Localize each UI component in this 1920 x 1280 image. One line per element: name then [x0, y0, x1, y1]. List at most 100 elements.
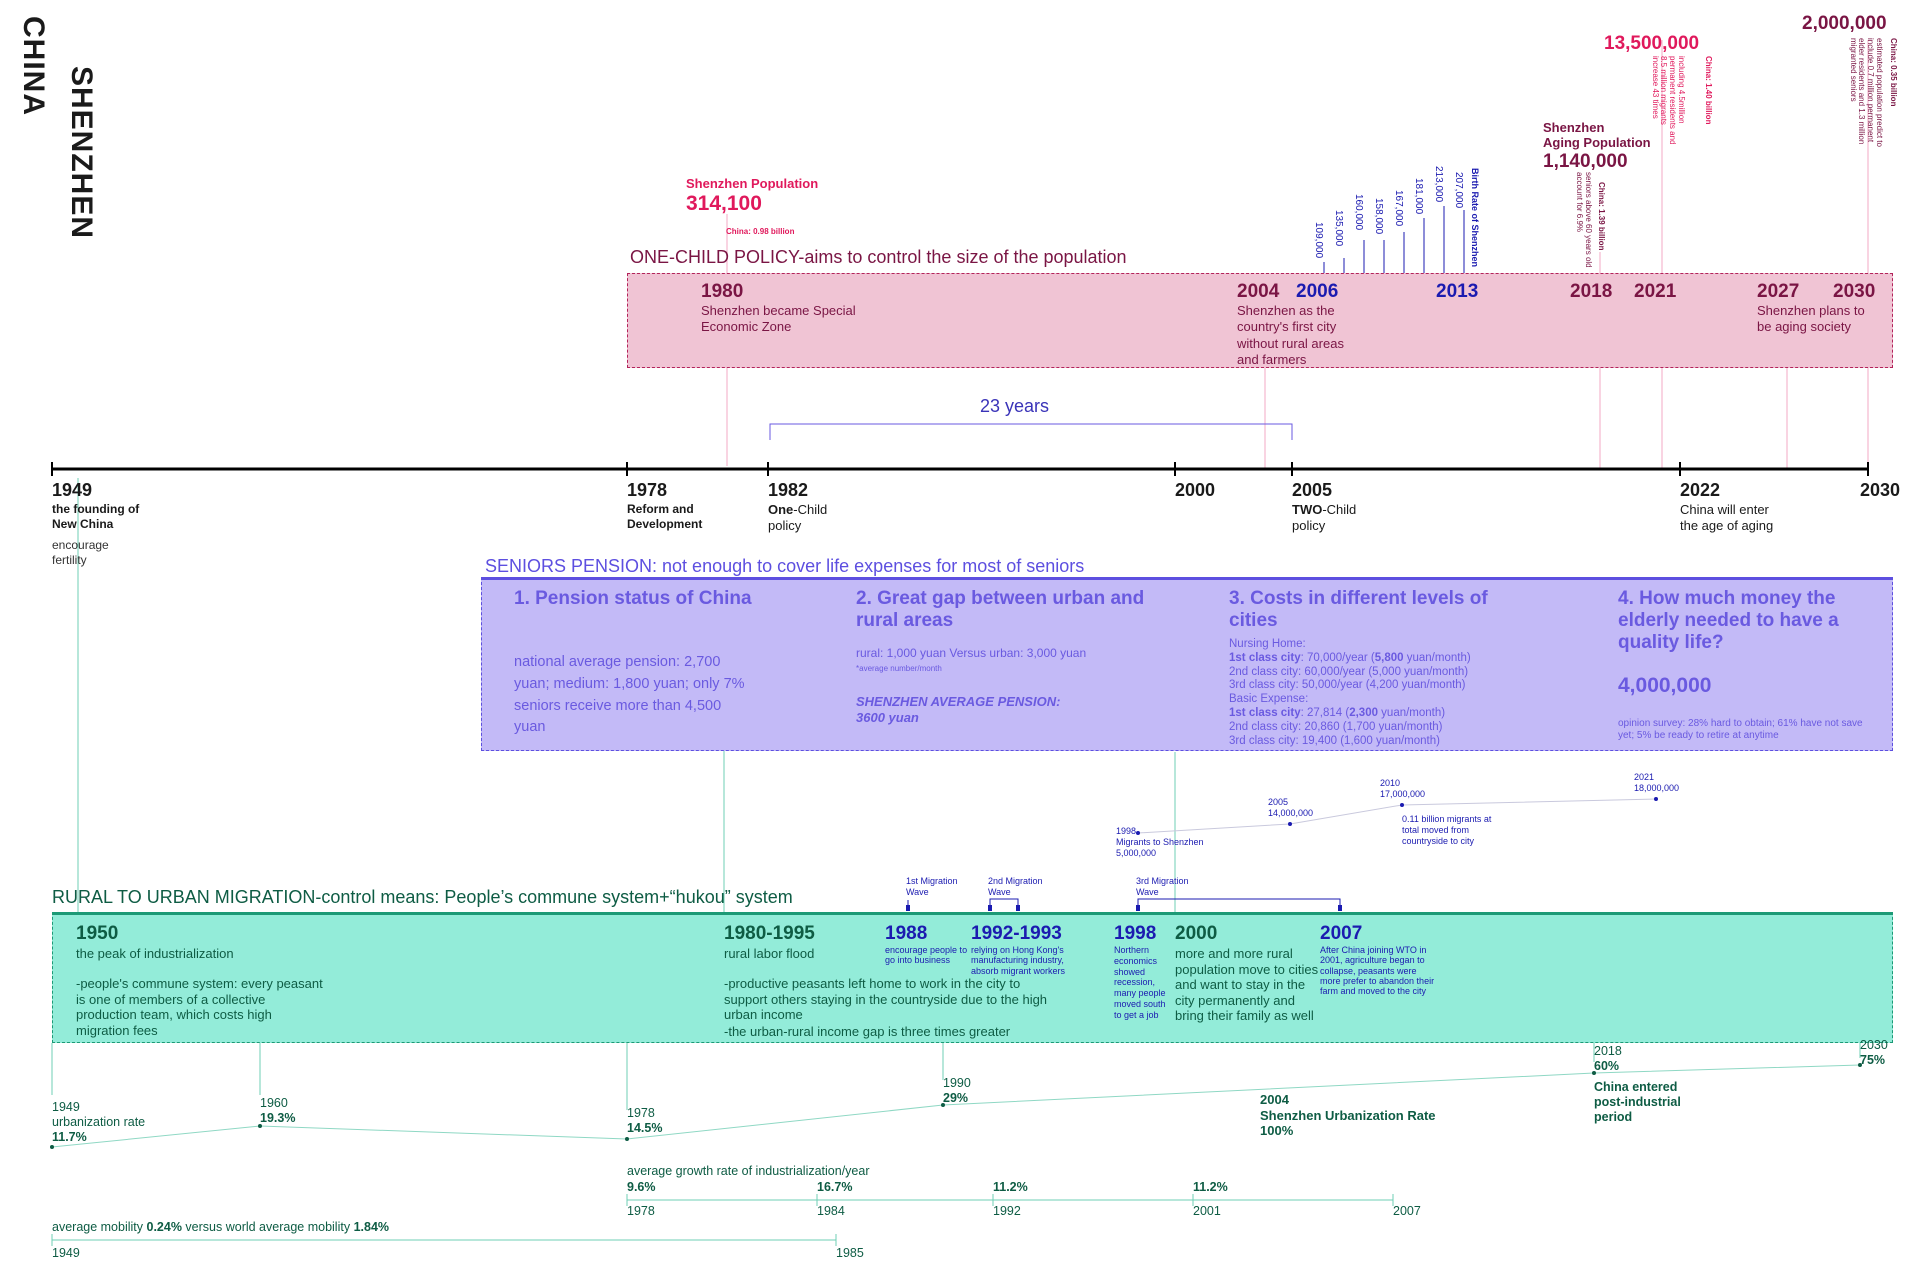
basic-expense-label: Basic Expense: — [1229, 693, 1309, 706]
nursing-home-label: Nursing Home: — [1229, 638, 1306, 650]
migration-1980-text-2: -the urban-rural income gap is three tim… — [724, 1024, 1011, 1039]
migration-1950-year: 1950 — [76, 923, 119, 944]
policy-1980-text: Shenzhen became Special Economic Zone — [701, 303, 856, 335]
urban-2018: 2018 60% China entered post-industrial p… — [1594, 1044, 1681, 1124]
aging-value: 1,140,000 — [1543, 151, 1628, 172]
china-population-1980: China: 0.98 billion — [726, 227, 795, 236]
axis-1978-year: 1978 — [627, 480, 668, 500]
pension-card-1-title: 1. Pension status of China — [514, 588, 752, 609]
aging-2030-value: 2,000,000 — [1802, 13, 1887, 34]
policy-2027-text: Shenzhen plans to be aging society — [1757, 303, 1865, 335]
birth-2010: 167,000 — [1393, 190, 1404, 227]
migration-1992-text: relying on Hong Kong's manufacturing ind… — [971, 945, 1066, 976]
axis-1982-year: 1982 — [768, 480, 809, 500]
one-child-policy-panel — [627, 273, 1893, 368]
migrants-2005: 2005 14,000,000 — [1268, 797, 1314, 818]
china-population-2018: China: 1.39 billion — [1597, 182, 1606, 251]
expense-row-1: 1st class city: 27,814 (2,300 yuan/month… — [1229, 706, 1446, 719]
industrial-rate-3: 11.2% — [993, 1180, 1028, 1194]
policy-2004-text: Shenzhen as the country's first city wit… — [1237, 303, 1344, 367]
policy-2030-year: 2030 — [1833, 281, 1876, 302]
one-child-policy-title: ONE-CHILD POLICY-aims to control the siz… — [630, 247, 1127, 267]
policy-2027-year: 2027 — [1757, 281, 1800, 302]
mobility-year-1: 1949 — [52, 1246, 80, 1260]
china-population-2030: China: 0.35 billion — [1889, 38, 1898, 107]
migration-1988-text: encourage people to go into business — [885, 945, 968, 966]
span-23-years: 23 years — [980, 396, 1050, 416]
policy-2004-year: 2004 — [1237, 281, 1280, 302]
shenzhen-average-pension-value: 3600 yuan — [856, 710, 919, 725]
china-population-2021: China: 1.40 billion — [1704, 56, 1713, 125]
nursing-row-1: 1st class city: 70,000/year (5,800 yuan/… — [1229, 651, 1471, 664]
migration-2007-year: 2007 — [1320, 923, 1363, 944]
axis-1949-text-c: encourage — [52, 538, 109, 552]
expense-row-2: 2nd class city: 20,860 (1,700 yuan/month… — [1229, 720, 1443, 733]
migration-2000-text: more and more rural population move to c… — [1175, 946, 1319, 1024]
pension-card-3-title: 3. Costs in different levels of cities — [1229, 588, 1488, 631]
axis-1982-text-c: policy — [768, 518, 802, 533]
migration-wave-2: 2nd Migration Wave — [988, 876, 1043, 897]
aging-label-1: Shenzhen — [1543, 120, 1605, 135]
birth-rate-label: Birth Rate of Shenzhen — [1470, 168, 1480, 268]
aging-label-2: Aging Population — [1543, 135, 1651, 150]
migrants-1998: 1998 Migrants to Shenzhen 5,000,000 — [1116, 826, 1204, 858]
industrial-year-5: 2007 — [1393, 1204, 1421, 1218]
nursing-row-2: 2nd class city: 60,000/year (5,000 yuan/… — [1229, 665, 1469, 678]
migrants-note: 0.11 billion migrants at total moved fro… — [1402, 814, 1492, 846]
birth-2013: 207,000 — [1453, 172, 1464, 209]
industrial-rate-4: 11.2% — [1193, 1180, 1228, 1194]
mobility-year-2: 1985 — [836, 1246, 864, 1260]
urban-2004: 2004 Shenzhen Urbanization Rate 100% — [1260, 1092, 1436, 1139]
axis-2000-year: 2000 — [1175, 480, 1216, 500]
population-2021: 13,500,000 — [1604, 33, 1700, 54]
axis-1978-text-b: Development — [627, 517, 703, 531]
pension-card-4-value: 4,000,000 — [1618, 674, 1712, 697]
mobility-text: average mobility 0.24% versus world aver… — [52, 1220, 390, 1234]
industrial-title: average growth rate of industrialization… — [627, 1164, 870, 1178]
industrial-year-4: 2001 — [1193, 1204, 1221, 1218]
shenzhen-population-value: 314,100 — [686, 192, 762, 215]
migration-1980-sub: rural labor flood — [724, 946, 815, 961]
population-2021-note: including 4.5million permanent residents… — [1650, 56, 1686, 145]
industrial-year-3: 1992 — [993, 1204, 1021, 1218]
aging-note: seniors above 60 years old account for 6… — [1575, 172, 1593, 268]
migration-1980-year: 1980-1995 — [724, 923, 815, 944]
shenzhen-average-pension-label: SHENZHEN AVERAGE PENSION: — [856, 694, 1061, 709]
axis-2022-text-b: the age of aging — [1680, 518, 1774, 533]
axis-1949-text-d: fertility — [52, 553, 87, 567]
pension-panel — [481, 577, 1893, 751]
axis-2005-text: TWO-Child — [1292, 502, 1357, 517]
axis-2022-text-a: China will enter — [1680, 502, 1769, 517]
axis-2005-text-c: policy — [1292, 518, 1326, 533]
axis-1982-text: One-Child — [768, 502, 828, 517]
migration-1998-year: 1998 — [1114, 923, 1157, 944]
pension-card-2-title: 2. Great gap between urban and rural are… — [856, 588, 1145, 631]
policy-2021-year: 2021 — [1634, 281, 1677, 302]
policy-2018-year: 2018 — [1570, 281, 1613, 302]
urban-1990: 1990 29% — [943, 1076, 971, 1105]
migration-1980-text-1: -productive peasants left home to work i… — [724, 976, 1048, 1023]
pension-card-3-body: Nursing Home: 1st class city: 70,000/yea… — [1229, 638, 1529, 748]
industrial-year-2: 1984 — [817, 1204, 845, 1218]
aging-2030-note: estimated population predict to include … — [1848, 38, 1884, 147]
migration-1950-sub: the peak of industrialization — [76, 946, 234, 961]
migration-wave-3: 3rd Migration Wave — [1136, 876, 1189, 897]
migration-1992-year: 1992-1993 — [971, 923, 1062, 944]
birth-2012: 213,000 — [1433, 166, 1444, 203]
pension-card-4-note: opinion survey: 28% hard to obtain; 61% … — [1618, 718, 1863, 741]
expense-row-3: 3rd class city: 19,400 (1,600 yuan/month… — [1229, 734, 1440, 747]
migrants-2021: 2021 18,000,000 — [1634, 772, 1680, 793]
nursing-row-3: 3rd class city: 50,000/year (4,200 yuan/… — [1229, 679, 1466, 692]
policy-2013-year: 2013 — [1436, 281, 1479, 302]
migration-1998-text: Northern economics showed recession, man… — [1114, 945, 1166, 1020]
pension-card-1-text: national average pension: 2,700 yuan; me… — [514, 654, 745, 736]
axis-1949-year: 1949 — [52, 480, 93, 500]
axis-2030-year: 2030 — [1860, 480, 1901, 500]
urban-1978: 1978 14.5% — [627, 1106, 663, 1135]
shenzhen-population-label: Shenzhen Population — [686, 176, 819, 191]
axis-1949-text-b: New China — [52, 517, 114, 531]
axis-1949-text-a: the founding of — [52, 502, 140, 516]
pension-card-4-title: 4. How much money the elderly needed to … — [1618, 588, 1839, 653]
birth-2011: 181,000 — [1413, 178, 1424, 215]
